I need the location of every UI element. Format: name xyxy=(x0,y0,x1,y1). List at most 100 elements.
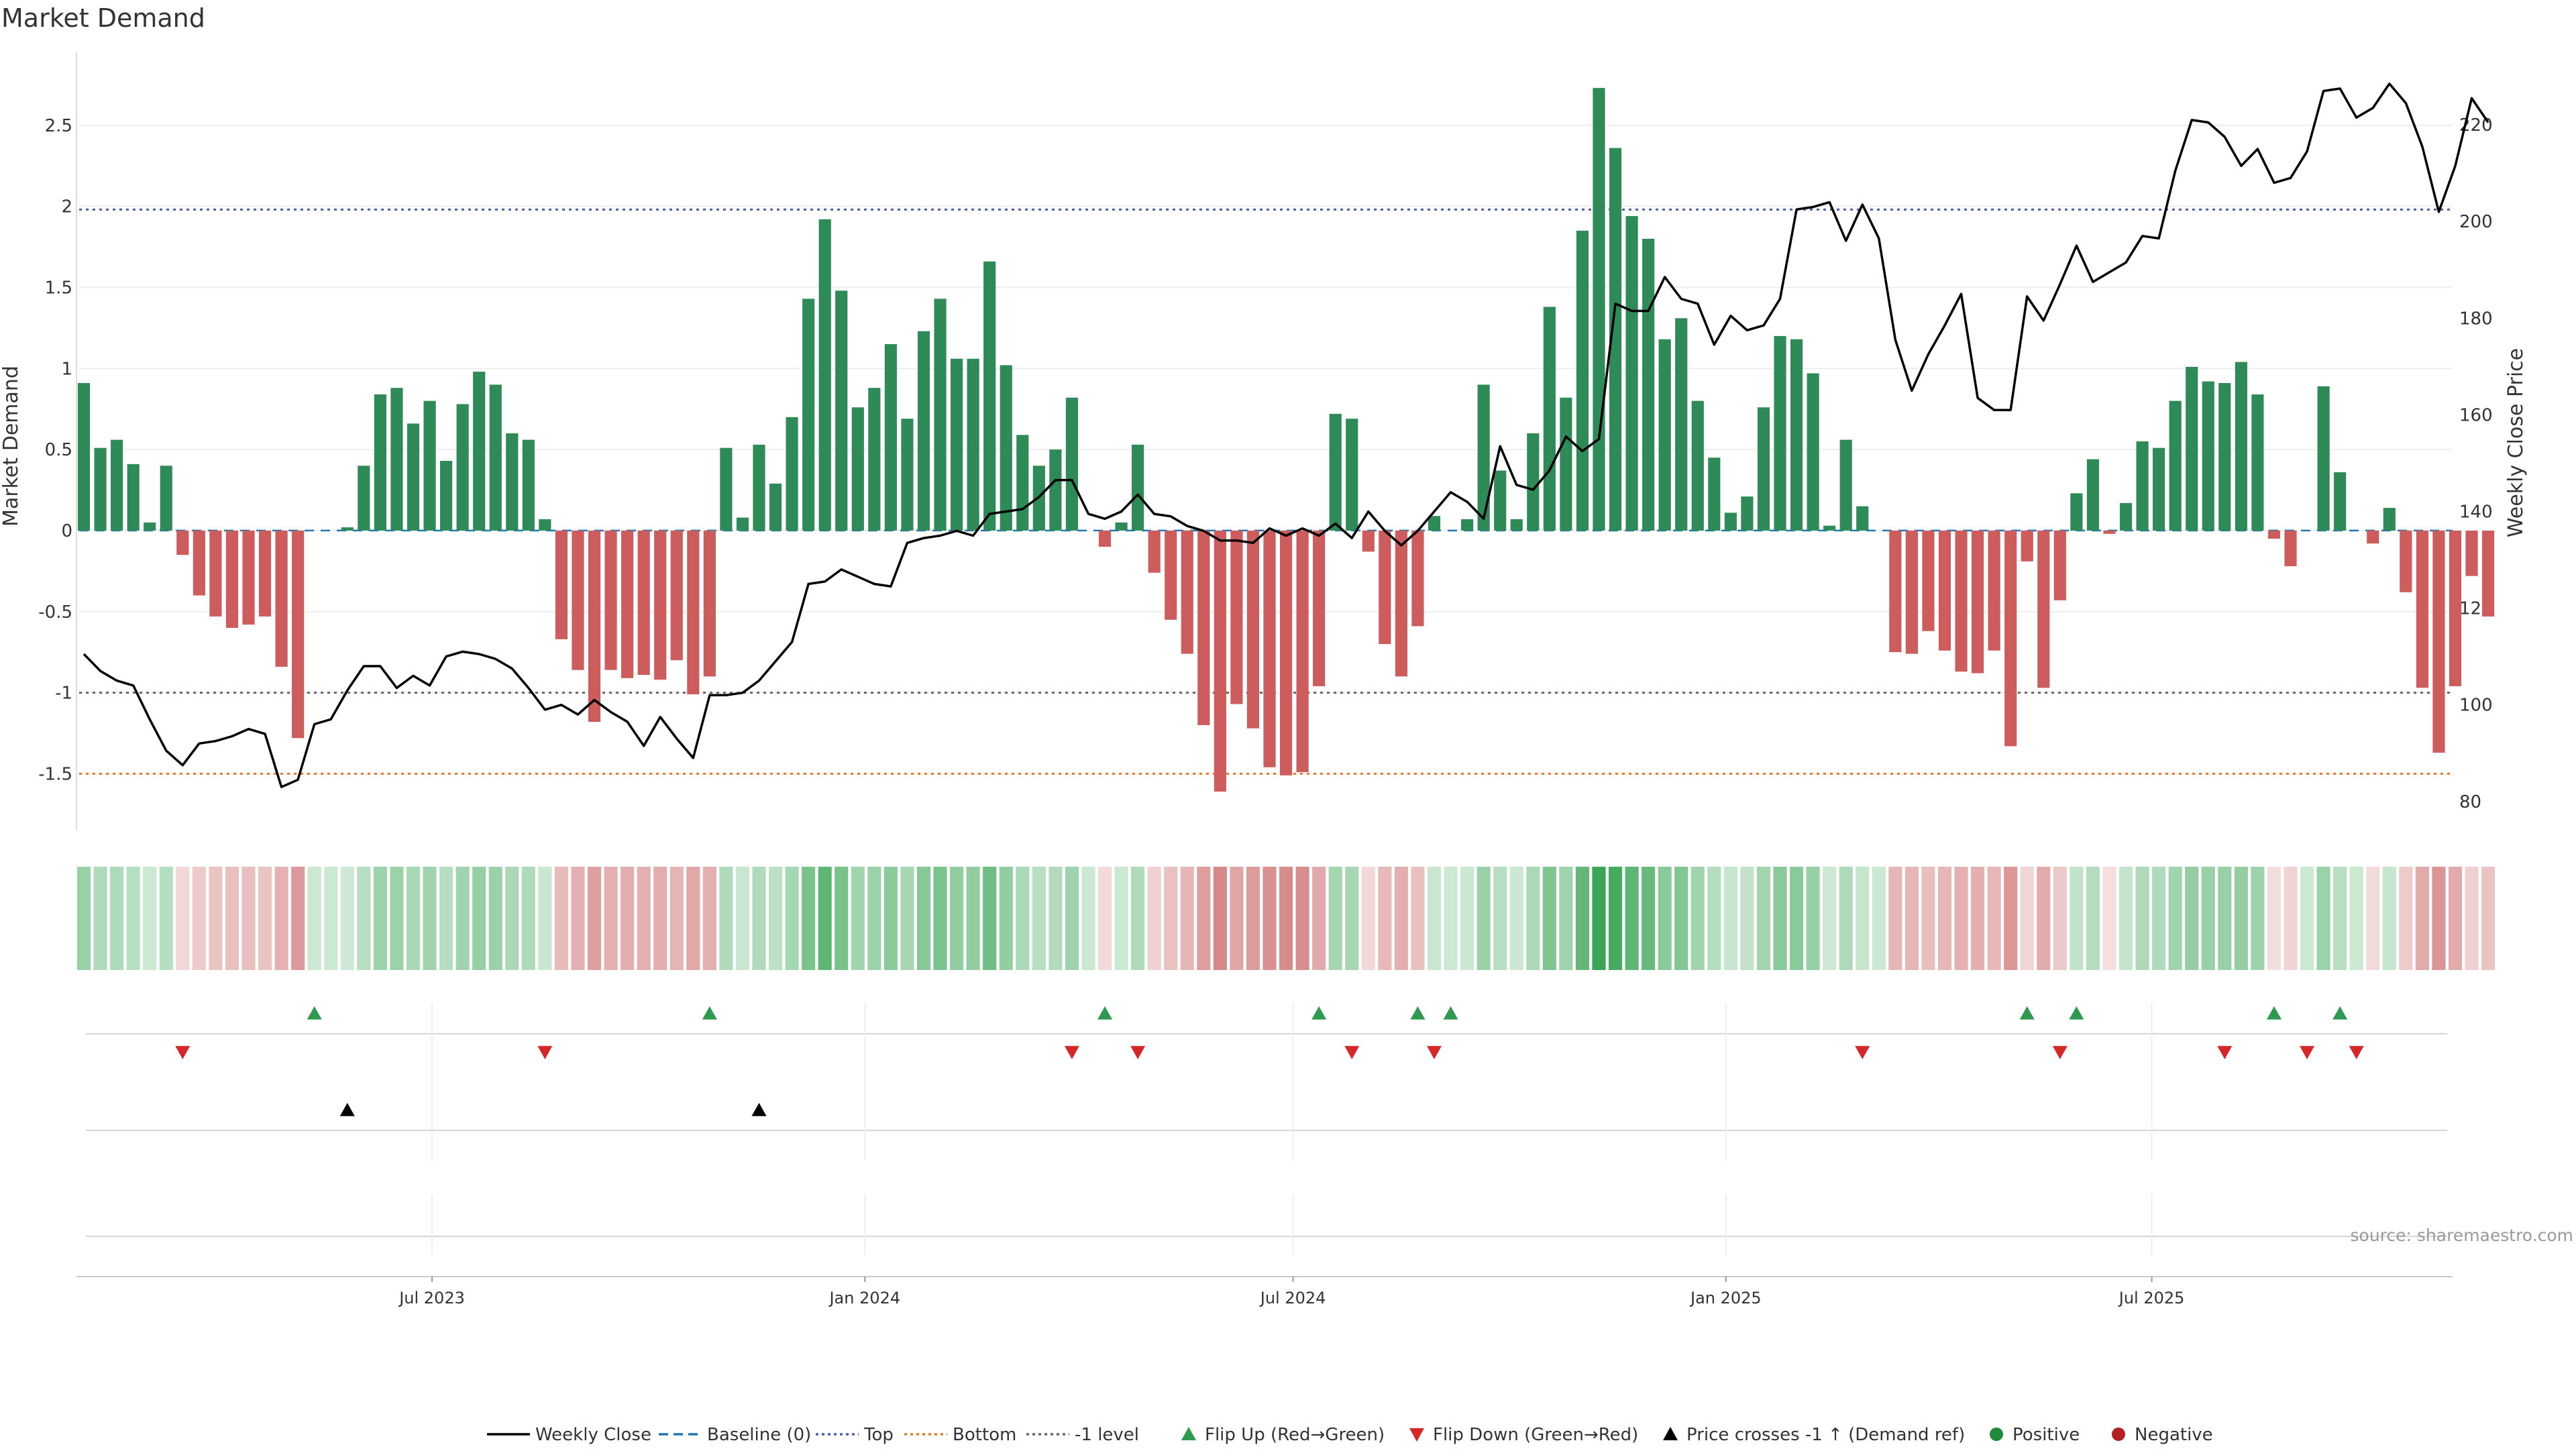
demand-bar xyxy=(2153,447,2165,531)
heat-cell xyxy=(2399,867,2413,970)
heat-cell xyxy=(1690,867,1705,970)
heat-cell xyxy=(1164,867,1178,970)
heat-cell xyxy=(1411,867,1425,970)
heat-cell xyxy=(1839,867,1853,970)
x-tick-label: Jan 2024 xyxy=(828,1289,900,1307)
demand-bar xyxy=(2103,530,2116,534)
heat-cell xyxy=(2415,867,2429,970)
legend-label: -1 level xyxy=(1075,1425,1139,1445)
demand-bar xyxy=(1246,530,1260,729)
x-axis: Jul 2023 Jan 2024 Jul 2024 Jan 2025 Jul 2025 xyxy=(76,1276,2453,1307)
heat-cell xyxy=(1872,867,1886,970)
demand-bar xyxy=(2251,394,2264,531)
heat-cell xyxy=(1526,867,1540,970)
heat-cell xyxy=(1197,867,1211,970)
demand-bar xyxy=(720,447,733,531)
demand-bar xyxy=(572,530,584,670)
flip-up-marker xyxy=(2069,1006,2084,1020)
reference-lines xyxy=(79,208,2453,775)
demand-bar xyxy=(522,439,535,531)
demand-bar xyxy=(2317,386,2330,531)
demand-bar xyxy=(423,400,436,531)
heat-cell xyxy=(835,867,849,970)
demand-bar xyxy=(1115,522,1128,531)
left-axis: -1.5 -1 -0.5 0 0.5 1 1.5 2 2.5 xyxy=(38,52,77,830)
heat-cell xyxy=(2102,867,2116,970)
demand-bar xyxy=(835,290,848,531)
heat-cell xyxy=(1625,867,1639,970)
demand-bar xyxy=(1329,413,1342,531)
demand-bar xyxy=(489,384,502,531)
demand-bar xyxy=(1774,335,1786,531)
demand-bar xyxy=(951,358,963,531)
demand-bar xyxy=(1000,365,1012,531)
demand-bar xyxy=(439,461,453,531)
heat-cell xyxy=(159,867,173,970)
demand-bar xyxy=(341,527,354,531)
heat-cell xyxy=(653,867,667,970)
heat-cell xyxy=(2020,867,2034,970)
demand-bar xyxy=(275,530,288,667)
heat-cell xyxy=(2053,867,2067,970)
demand-bar xyxy=(917,331,930,531)
flip-down-marker xyxy=(175,1046,191,1059)
demand-bar xyxy=(2416,530,2428,688)
demand-bar xyxy=(358,466,370,531)
demand-bar xyxy=(703,530,716,677)
heat-cell xyxy=(505,867,519,970)
demand-bar xyxy=(407,423,420,531)
heat-cell xyxy=(1856,867,1870,970)
heat-cell xyxy=(950,867,964,970)
heat-cell xyxy=(702,867,716,970)
heat-cell xyxy=(472,867,486,970)
demand-bar xyxy=(786,417,798,531)
demand-bar xyxy=(1313,530,1326,686)
heat-cell xyxy=(176,867,190,970)
chart-title: Market Demand xyxy=(1,3,205,33)
y-tick-label: 0.5 xyxy=(45,440,72,460)
heat-cell xyxy=(1937,867,1952,970)
demand-bar xyxy=(1609,148,1622,531)
heat-cell xyxy=(686,867,700,970)
source-note: source: sharemaestro.com xyxy=(2351,1226,2574,1245)
demand-bar xyxy=(2284,530,2297,567)
heat-cell xyxy=(1806,867,1820,970)
demand-bar xyxy=(588,530,601,722)
demand-bar xyxy=(225,530,239,628)
flip-up-marker xyxy=(1311,1006,1327,1020)
flip-down-marker xyxy=(1130,1046,1146,1059)
heat-cell xyxy=(802,867,816,970)
heat-cell xyxy=(1246,867,1260,970)
y2-tick-label: 180 xyxy=(2459,309,2493,329)
demand-bar xyxy=(983,261,996,531)
heat-cell xyxy=(1361,867,1375,970)
heat-cell xyxy=(488,867,502,970)
heat-cell xyxy=(752,867,766,970)
demand-bar xyxy=(1181,530,1193,654)
flip-up-marker xyxy=(307,1006,322,1020)
heat-cell xyxy=(390,867,404,970)
y2-tick-label: 160 xyxy=(2459,405,2493,425)
heat-cell xyxy=(2382,867,2396,970)
heat-cell xyxy=(1263,867,1277,970)
heat-cell xyxy=(2267,867,2282,970)
demand-bar xyxy=(1477,384,1490,531)
demand-bar xyxy=(687,530,700,694)
heat-cell xyxy=(1642,867,1656,970)
heat-cell xyxy=(1559,867,1573,970)
demand-bar xyxy=(111,439,123,531)
demand-bar xyxy=(1625,216,1638,531)
demand-bar xyxy=(1132,444,1144,531)
legend-label: Positive xyxy=(2012,1425,2080,1445)
demand-bar xyxy=(1279,530,1293,775)
demand-bar xyxy=(1296,530,1309,772)
heat-cell xyxy=(867,867,881,970)
demand-bar xyxy=(1658,339,1671,531)
heat-cell xyxy=(1097,867,1112,970)
heat-cell xyxy=(916,867,931,970)
y2-tick-label: 200 xyxy=(2459,212,2493,232)
demand-bar xyxy=(2449,530,2462,686)
heat-cell xyxy=(2251,867,2265,970)
flip-up-marker xyxy=(2332,1006,2348,1020)
legend: Weekly Close Baseline (0) Top Bottom -1 leve… xyxy=(487,1425,2213,1445)
